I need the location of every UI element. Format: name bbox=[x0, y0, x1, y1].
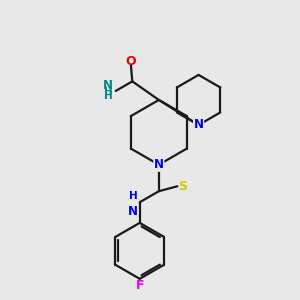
Text: S: S bbox=[178, 180, 187, 193]
Text: H: H bbox=[104, 91, 113, 101]
Text: H: H bbox=[130, 191, 138, 201]
Text: N: N bbox=[128, 205, 138, 218]
Text: H: H bbox=[104, 87, 113, 97]
Text: N: N bbox=[103, 79, 113, 92]
Text: F: F bbox=[136, 279, 144, 292]
Text: N: N bbox=[194, 118, 204, 131]
Text: N: N bbox=[154, 158, 164, 171]
Text: O: O bbox=[126, 55, 136, 68]
